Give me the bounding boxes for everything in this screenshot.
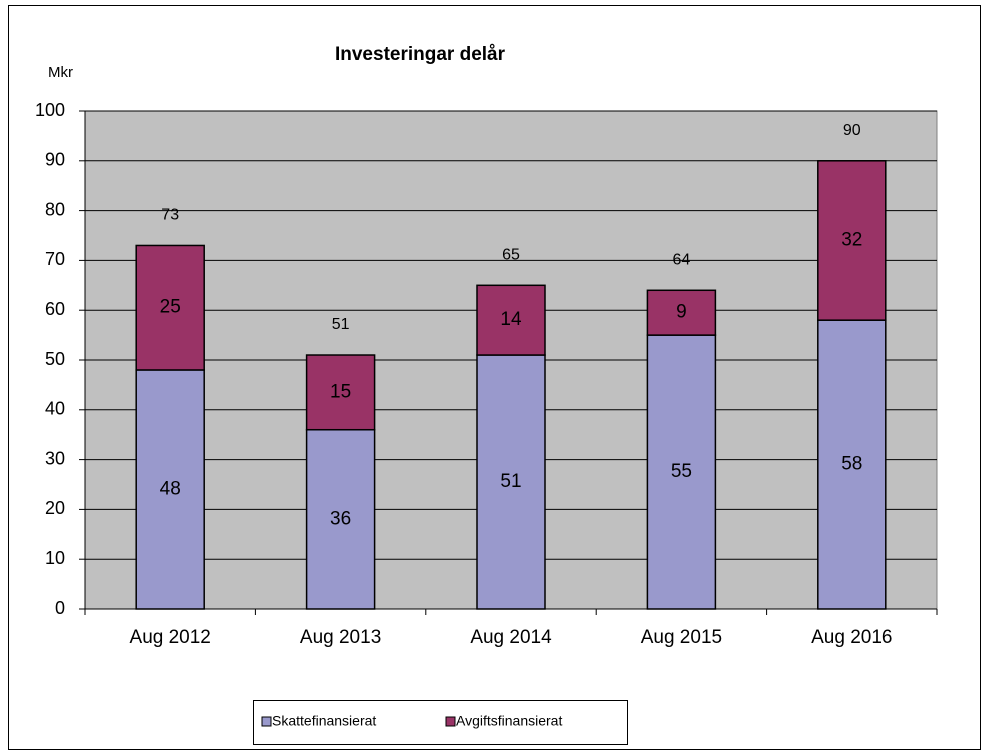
x-tick-label: Aug 2014 bbox=[470, 627, 552, 648]
bar-segment bbox=[135, 369, 205, 610]
x-tick-label: Aug 2015 bbox=[641, 627, 722, 648]
bar-value-label: 55 bbox=[671, 461, 692, 482]
bar-value-label: 32 bbox=[841, 229, 862, 250]
legend-label: Skattefinansierat bbox=[272, 713, 376, 729]
bar-segment bbox=[135, 244, 205, 371]
bar-value-label: 14 bbox=[500, 309, 522, 330]
bar-segment bbox=[476, 284, 546, 356]
y-tick-label: 90 bbox=[45, 150, 65, 170]
legend-label: Avgiftsfinansierat bbox=[456, 713, 562, 729]
y-tick-label: 40 bbox=[45, 399, 65, 419]
total-label: 51 bbox=[332, 316, 350, 333]
y-tick-label: 100 bbox=[35, 100, 65, 120]
bar-value-label: 9 bbox=[676, 302, 687, 323]
bar-segment bbox=[646, 334, 717, 610]
legend-box bbox=[253, 700, 628, 745]
bar-segment bbox=[476, 354, 546, 610]
legend-swatch bbox=[261, 716, 272, 727]
x-tick-label: Aug 2012 bbox=[130, 627, 211, 648]
legend-swatch bbox=[445, 716, 456, 727]
total-label: 65 bbox=[502, 247, 520, 264]
x-tick-label: Aug 2013 bbox=[300, 627, 381, 648]
y-tick-label: 20 bbox=[45, 498, 65, 518]
bar-segment bbox=[305, 354, 376, 431]
bar-segment bbox=[817, 160, 887, 321]
total-label: 90 bbox=[843, 122, 861, 139]
bar-segment bbox=[305, 428, 376, 610]
y-tick-label: 70 bbox=[45, 249, 65, 269]
chart-title: Investeringar delår bbox=[335, 44, 506, 65]
bar-value-label: 15 bbox=[330, 381, 351, 402]
y-tick-label: 60 bbox=[45, 299, 65, 319]
total-label: 73 bbox=[161, 207, 179, 224]
total-label: 64 bbox=[673, 251, 691, 268]
y-tick-label: 30 bbox=[45, 448, 65, 468]
bar-value-label: 51 bbox=[500, 471, 521, 492]
bar-segment bbox=[646, 289, 717, 336]
bar-value-label: 48 bbox=[160, 478, 181, 499]
y-tick-label: 10 bbox=[45, 548, 65, 568]
y-tick-label: 50 bbox=[45, 349, 65, 369]
x-tick-label: Aug 2016 bbox=[811, 627, 892, 648]
bar-value-label: 36 bbox=[330, 508, 351, 529]
bar-value-label: 58 bbox=[841, 454, 862, 475]
y-axis-label: Mkr bbox=[48, 64, 73, 81]
y-tick-label: 0 bbox=[55, 598, 65, 618]
y-tick-label: 80 bbox=[45, 199, 65, 219]
bar-value-label: 25 bbox=[160, 297, 181, 318]
bar-segment bbox=[817, 319, 887, 610]
